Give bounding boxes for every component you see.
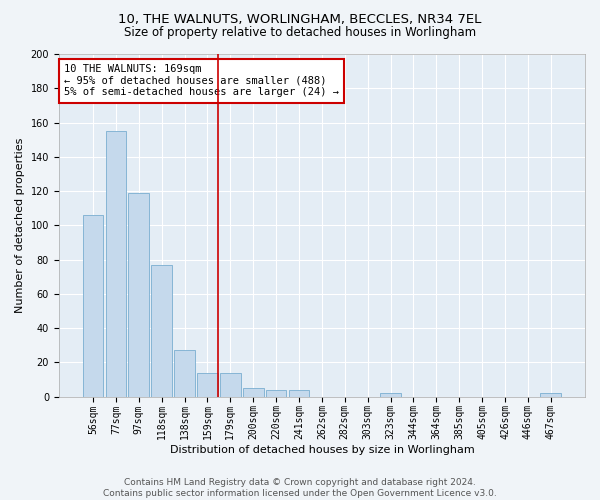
Bar xyxy=(380,393,401,396)
Text: 10, THE WALNUTS, WORLINGHAM, BECCLES, NR34 7EL: 10, THE WALNUTS, WORLINGHAM, BECCLES, NR… xyxy=(118,12,482,26)
Y-axis label: Number of detached properties: Number of detached properties xyxy=(15,138,25,313)
Bar xyxy=(174,350,195,397)
Text: Size of property relative to detached houses in Worlingham: Size of property relative to detached ho… xyxy=(124,26,476,39)
Bar xyxy=(128,192,149,396)
Bar xyxy=(106,131,126,396)
Bar xyxy=(83,215,103,396)
X-axis label: Distribution of detached houses by size in Worlingham: Distribution of detached houses by size … xyxy=(170,445,474,455)
Text: Contains HM Land Registry data © Crown copyright and database right 2024.
Contai: Contains HM Land Registry data © Crown c… xyxy=(103,478,497,498)
Bar xyxy=(151,264,172,396)
Bar xyxy=(266,390,286,396)
Text: 10 THE WALNUTS: 169sqm
← 95% of detached houses are smaller (488)
5% of semi-det: 10 THE WALNUTS: 169sqm ← 95% of detached… xyxy=(64,64,339,98)
Bar xyxy=(220,372,241,396)
Bar xyxy=(243,388,263,396)
Bar xyxy=(541,393,561,396)
Bar xyxy=(197,372,218,396)
Bar xyxy=(289,390,309,396)
